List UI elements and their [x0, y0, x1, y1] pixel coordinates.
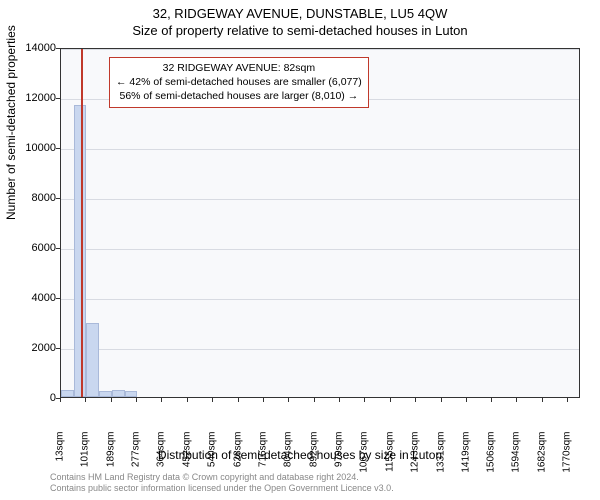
- x-tick-mark: [364, 398, 365, 402]
- footer-line-1: Contains HM Land Registry data © Crown c…: [50, 472, 394, 483]
- gridline: [61, 149, 579, 150]
- annotation-line1: 32 RIDGEWAY AVENUE: 82sqm: [116, 61, 362, 75]
- page-title: 32, RIDGEWAY AVENUE, DUNSTABLE, LU5 4QW: [0, 0, 600, 21]
- x-tick-mark: [212, 398, 213, 402]
- x-tick-mark: [415, 398, 416, 402]
- x-tick-mark: [516, 398, 517, 402]
- x-tick-mark: [314, 398, 315, 402]
- y-tick-label: 6000: [20, 242, 56, 254]
- footer-line-2: Contains public sector information licen…: [50, 483, 394, 494]
- x-tick-mark: [136, 398, 137, 402]
- x-axis-label: Distribution of semi-detached houses by …: [0, 448, 600, 462]
- y-tick-mark: [56, 198, 60, 199]
- y-tick-mark: [56, 148, 60, 149]
- x-tick-mark: [491, 398, 492, 402]
- x-tick-mark: [263, 398, 264, 402]
- y-tick-mark: [56, 298, 60, 299]
- y-tick-label: 8000: [20, 192, 56, 204]
- y-tick-label: 2000: [20, 342, 56, 354]
- histogram-bar: [112, 390, 125, 397]
- y-tick-label: 0: [20, 392, 56, 404]
- y-axis-label: Number of semi-detached properties: [4, 25, 18, 220]
- y-tick-label: 14000: [20, 42, 56, 54]
- x-tick-mark: [161, 398, 162, 402]
- x-tick-mark: [85, 398, 86, 402]
- x-tick-mark: [390, 398, 391, 402]
- histogram-bar: [99, 391, 112, 397]
- annotation-line3: 56% of semi-detached houses are larger (…: [116, 89, 362, 103]
- y-tick-label: 12000: [20, 92, 56, 104]
- gridline: [61, 299, 579, 300]
- y-tick-label: 4000: [20, 292, 56, 304]
- histogram-bar: [125, 391, 138, 398]
- y-tick-mark: [56, 248, 60, 249]
- x-tick-mark: [466, 398, 467, 402]
- annotation-line2: ← 42% of semi-detached houses are smalle…: [116, 75, 362, 89]
- x-tick-mark: [288, 398, 289, 402]
- y-tick-mark: [56, 348, 60, 349]
- gridline: [61, 199, 579, 200]
- histogram-bar: [86, 323, 99, 397]
- x-tick-mark: [187, 398, 188, 402]
- x-tick-mark: [567, 398, 568, 402]
- y-tick-mark: [56, 48, 60, 49]
- x-tick-mark: [238, 398, 239, 402]
- gridline: [61, 349, 579, 350]
- histogram-bar: [61, 390, 74, 398]
- y-tick-label: 10000: [20, 142, 56, 154]
- x-tick-mark: [111, 398, 112, 402]
- y-tick-mark: [56, 98, 60, 99]
- x-tick-mark: [339, 398, 340, 402]
- gridline: [61, 249, 579, 250]
- x-tick-mark: [542, 398, 543, 402]
- x-tick-mark: [441, 398, 442, 402]
- page-subtitle: Size of property relative to semi-detach…: [0, 21, 600, 38]
- gridline: [61, 49, 579, 50]
- annotation-box: 32 RIDGEWAY AVENUE: 82sqm← 42% of semi-d…: [109, 57, 369, 108]
- property-marker-line: [81, 49, 83, 397]
- histogram-chart: 32 RIDGEWAY AVENUE: 82sqm← 42% of semi-d…: [60, 48, 580, 398]
- footer-attribution: Contains HM Land Registry data © Crown c…: [50, 472, 394, 495]
- x-tick-mark: [60, 398, 61, 402]
